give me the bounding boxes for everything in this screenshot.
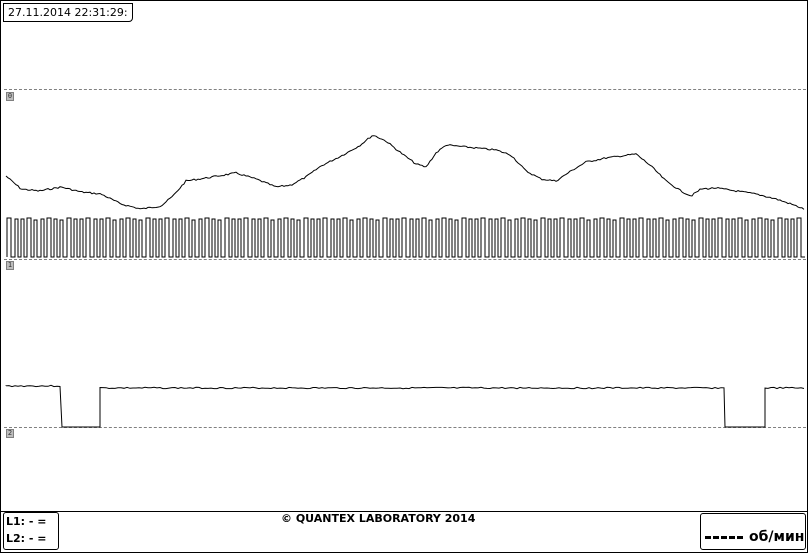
channel-2-reference-line: [4, 427, 806, 428]
channel-0-marker[interactable]: 0: [6, 92, 14, 101]
cursor-readout-panel: L1: - = L2: - =: [3, 512, 59, 550]
copyright-text: © QUANTEX LABORATORY 2014: [281, 512, 476, 525]
cursor-l1-readout: L1: - =: [6, 515, 47, 528]
channel-1-reference-line: [4, 259, 806, 260]
footer-divider: [1, 511, 808, 512]
cursor-l2-readout: L2: - =: [6, 532, 47, 545]
channel-1-marker[interactable]: 1: [6, 261, 14, 270]
channel-2-gate-trace: [5, 384, 805, 428]
channel-2-marker[interactable]: 2: [6, 429, 14, 438]
legend-unit-label: об/мин: [749, 529, 805, 545]
legend-box: об/мин: [700, 513, 806, 550]
channel-1-pulse-trace: [6, 217, 805, 258]
dashed-line-legend-icon: [705, 536, 743, 539]
channel-0-reference-line: [4, 89, 806, 90]
timestamp-label: 27.11.2014 22:31:29:: [3, 3, 133, 22]
channel-0-analog-trace: [5, 135, 805, 210]
